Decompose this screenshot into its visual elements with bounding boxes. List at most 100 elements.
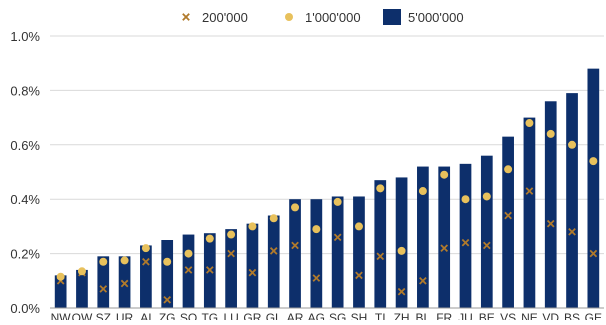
y-tick-label: 0.4%	[10, 192, 40, 207]
x-tick-label: UR	[116, 311, 134, 320]
dot-marker	[269, 214, 278, 223]
x-marker-stroke	[419, 276, 427, 285]
legend-item: 1'000'000	[285, 10, 361, 25]
x-axis: NW OW SZ UR AI ZG SO TG LU GR GL AR AG SG SH TI ZH BL FR JU…	[50, 307, 604, 325]
bar	[225, 229, 237, 308]
x-marker	[142, 257, 150, 266]
x-marker-stroke	[482, 241, 491, 250]
bar	[566, 93, 578, 309]
bar	[140, 245, 152, 308]
x-tick-label: GE	[585, 311, 602, 320]
bar-series	[54, 68, 600, 309]
x-marker-stroke	[376, 252, 385, 261]
x-marker	[312, 274, 321, 282]
x-tick-label: SH	[351, 311, 368, 320]
x-tick-label: AG	[308, 311, 325, 320]
x-tick-label: AI	[140, 311, 151, 320]
x-marker	[248, 268, 257, 277]
legend-bar-swatch	[383, 9, 401, 25]
dot-marker	[99, 257, 108, 266]
x-tick-label: LU	[223, 311, 238, 320]
x-tick-label: ZH	[394, 311, 410, 320]
dot-marker	[525, 119, 534, 128]
dot-marker	[248, 222, 257, 231]
dot-marker	[546, 129, 555, 138]
x-tick-label: TI	[375, 311, 386, 320]
bar	[502, 136, 514, 308]
x-tick-label: OW	[72, 311, 93, 320]
x-marker-stroke	[163, 296, 172, 304]
bar	[587, 68, 600, 308]
x-marker-stroke	[440, 244, 449, 252]
legend-label: 5'000'000	[408, 10, 464, 25]
dot-marker	[461, 195, 470, 204]
x-marker	[419, 276, 427, 285]
y-tick-label: 0.6%	[10, 138, 40, 153]
dot-marker	[227, 230, 236, 239]
x-marker-stroke	[504, 211, 512, 220]
marker-series	[56, 119, 598, 304]
legend-dot-swatch	[285, 13, 293, 21]
legend-item: 200'000	[182, 10, 248, 25]
x-tick-label: SZ	[96, 311, 111, 320]
legend-label: 200'000	[202, 10, 248, 25]
x-marker-stroke	[248, 268, 257, 277]
x-marker	[461, 238, 470, 247]
x-marker-stroke	[142, 257, 150, 266]
x-marker-stroke	[227, 249, 235, 258]
dot-marker	[440, 170, 449, 179]
x-tick-label: GR	[243, 311, 261, 320]
x-tick-label: VS	[500, 311, 516, 320]
dot-marker	[504, 165, 513, 174]
bar	[459, 163, 472, 308]
x-tick-label: VD	[542, 311, 559, 320]
x-marker-stroke	[312, 274, 321, 282]
x-tick-label: ZG	[159, 311, 176, 320]
x-marker	[546, 219, 555, 228]
y-axis: 0.0% 0.2% 0.4% 0.6% 0.8% 1.0%	[10, 29, 40, 316]
bar	[374, 180, 387, 308]
x-tick-label: BE	[479, 311, 495, 320]
bar	[182, 234, 195, 308]
x-marker-stroke	[568, 228, 576, 236]
legend: 200'000 1'000'000 5'000'000	[182, 9, 464, 25]
bar	[246, 223, 259, 308]
dot-marker	[354, 222, 363, 231]
x-tick-label: BS	[564, 311, 580, 320]
y-tick-label: 0.0%	[10, 301, 40, 316]
x-marker-stroke	[99, 285, 108, 293]
x-marker	[568, 228, 576, 236]
bar	[118, 256, 131, 308]
bar	[544, 101, 557, 308]
dot-marker	[184, 249, 193, 258]
dot-marker	[418, 187, 427, 196]
dot-marker	[589, 157, 598, 166]
bar	[289, 199, 301, 308]
bar	[97, 256, 110, 308]
bar	[267, 215, 280, 308]
dot-marker	[333, 197, 342, 206]
bar	[438, 166, 451, 308]
x-marker	[205, 266, 214, 274]
x-tick-label: NE	[521, 311, 538, 320]
dot-marker	[312, 225, 321, 234]
x-marker-stroke	[205, 266, 214, 274]
x-marker	[291, 241, 299, 250]
x-marker-stroke	[589, 249, 598, 258]
legend-x-swatch	[182, 13, 190, 21]
x-tick-label: TG	[201, 311, 218, 320]
dot-marker	[568, 140, 577, 149]
x-marker	[482, 241, 491, 250]
dot-marker	[291, 203, 300, 212]
x-tick-label: SG	[329, 311, 346, 320]
x-marker	[355, 271, 363, 280]
x-marker-stroke	[525, 187, 534, 195]
bar	[331, 196, 344, 308]
dot-marker	[77, 267, 86, 276]
bar	[161, 240, 174, 308]
dot-marker	[376, 184, 385, 193]
x-tick-label: GL	[266, 311, 282, 320]
dot-marker	[205, 234, 214, 243]
